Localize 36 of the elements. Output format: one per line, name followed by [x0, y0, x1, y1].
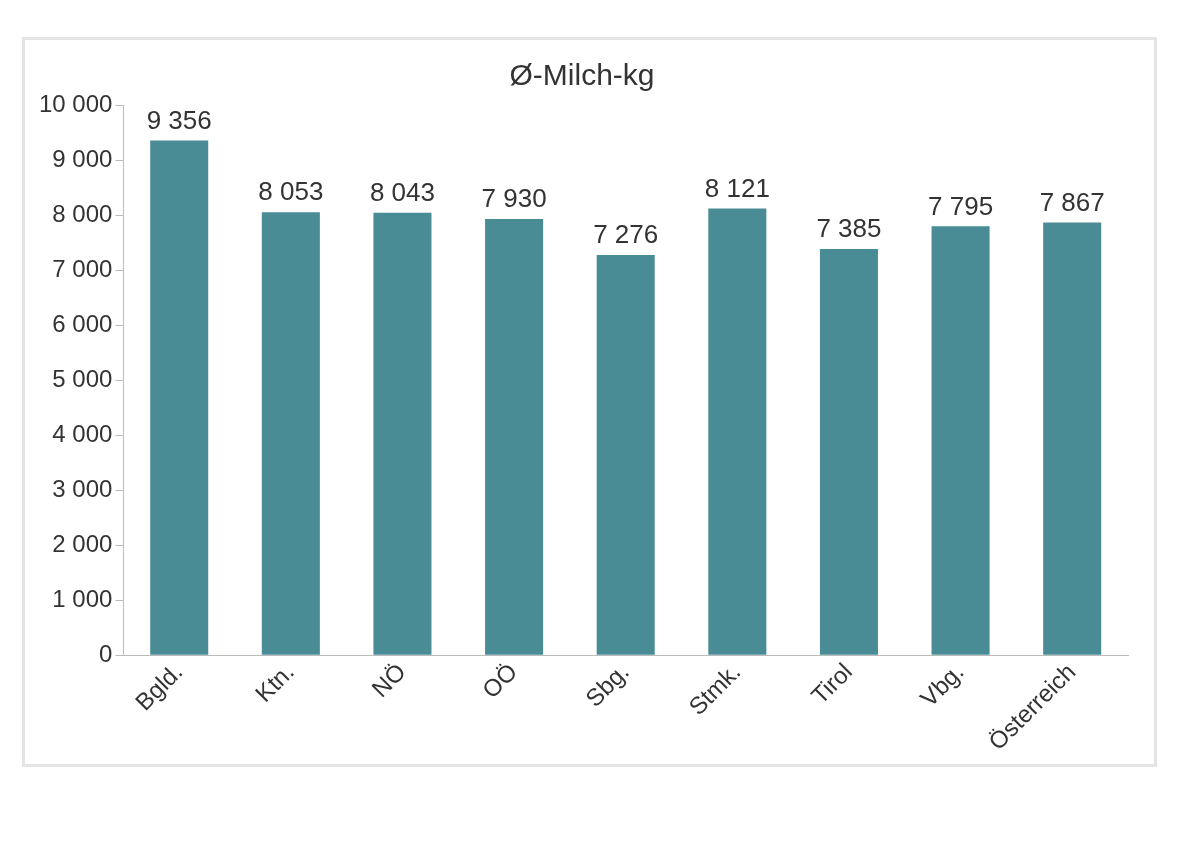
y-tick-label: 7 000	[52, 254, 113, 282]
data-label: 9 356	[146, 104, 212, 135]
data-label: 8 053	[258, 176, 324, 207]
data-label: 8 121	[704, 172, 770, 203]
y-tick-label: 5 000	[52, 364, 113, 392]
bar	[931, 226, 990, 655]
y-tick-label: 8 000	[52, 199, 113, 227]
bar	[485, 218, 544, 655]
y-tick-label: 3 000	[52, 474, 113, 502]
x-tick-label: NÖ	[366, 657, 411, 703]
x-tick-label: Tirol	[805, 657, 858, 710]
bar	[373, 212, 432, 655]
x-tick-label: OÖ	[476, 657, 523, 704]
y-tick-label: 6 000	[52, 309, 113, 337]
bar	[150, 140, 209, 655]
chart-title: Ø-Milch-kg	[509, 58, 655, 92]
data-label: 7 276	[593, 219, 659, 250]
x-tick-label: Vbg.	[914, 657, 969, 712]
x-tick-label: Ktn.	[249, 657, 300, 707]
data-label: 7 795	[928, 190, 994, 221]
bar	[261, 212, 320, 655]
y-tick-label: 10 000	[39, 89, 113, 117]
data-label: 7 385	[816, 213, 882, 244]
data-label: 7 867	[1039, 186, 1105, 217]
y-tick-label: 1 000	[52, 584, 113, 612]
bar	[708, 208, 767, 655]
y-tick-label: 0	[99, 639, 113, 667]
bar	[819, 248, 878, 655]
bar	[596, 254, 655, 655]
x-tick-label: Sbg.	[579, 657, 634, 712]
y-tick-label: 9 000	[52, 144, 113, 172]
data-label: 7 930	[481, 183, 547, 214]
y-tick-label: 4 000	[52, 419, 113, 447]
y-tick-label: 2 000	[52, 529, 113, 557]
data-label: 8 043	[369, 176, 435, 207]
bar	[1043, 222, 1102, 655]
